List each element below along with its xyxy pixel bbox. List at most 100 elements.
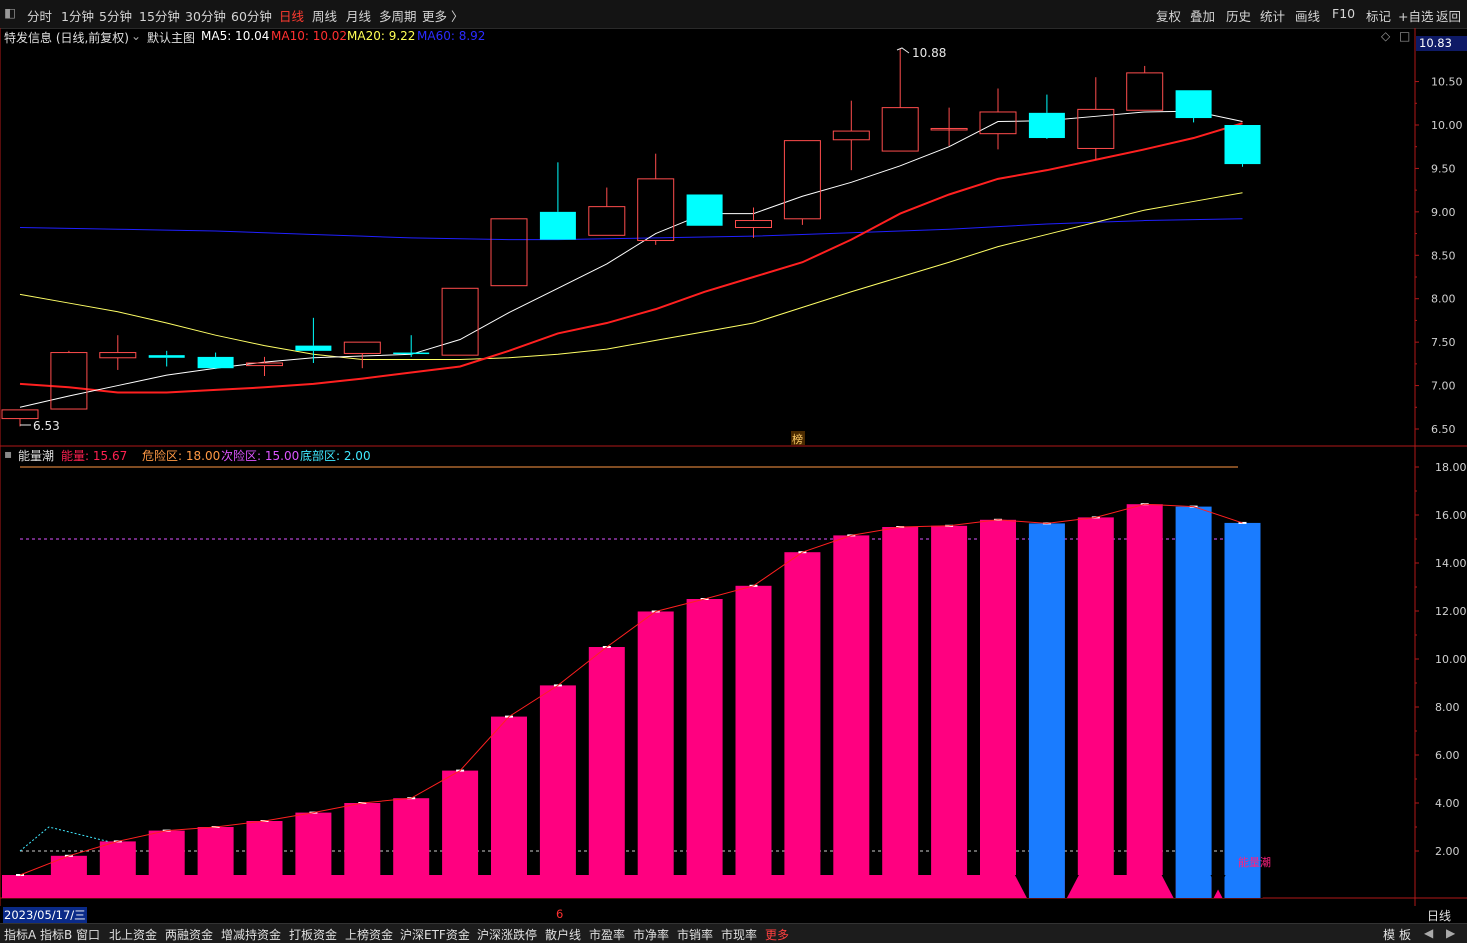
bang-marker-bg	[791, 431, 805, 445]
indicator-menu-icon[interactable]: ▪	[4, 447, 13, 461]
next-tab-icon[interactable]: ▶	[1446, 926, 1456, 940]
energy-bar	[148, 830, 185, 898]
energy-tag: 能量潮	[1238, 855, 1271, 869]
dropdown-icon[interactable]: ⌄	[131, 29, 142, 43]
board-button[interactable]: 板	[1399, 928, 1412, 942]
energy-panel: 18.00 16.00 14.00 12.00 10.00 8.00 6.00 4.00 2.0…	[2, 461, 1467, 898]
candle-body	[1175, 90, 1212, 119]
candle-body	[686, 194, 723, 226]
candle-body	[881, 107, 919, 152]
month-marker: 6	[556, 907, 564, 921]
theme-label[interactable]: 默认主图	[147, 31, 196, 45]
energy-bar	[588, 647, 625, 898]
toolbar-button-8[interactable]: 返回	[1436, 9, 1462, 24]
square-icon[interactable]: □	[1399, 29, 1411, 43]
energy-bar	[539, 685, 576, 898]
indicator-name[interactable]: 能量潮	[18, 449, 55, 463]
band-notch	[1260, 875, 1275, 898]
band-notch	[1161, 875, 1176, 898]
bottom-indicator-tabs: 指标A 指标B 窗口 北上资金 两融资金 增减持资金 打板资金 上榜资金 沪深ETF资金 沪深涨跌…	[0, 923, 1467, 943]
ma60-line	[19, 218, 1243, 241]
bottom-tab-8[interactable]: 沪深ETF资金	[400, 928, 470, 942]
current-price-tag: 10.83	[1416, 36, 1467, 51]
period-tab-8[interactable]: 月线	[346, 9, 372, 24]
period-label[interactable]: 日线	[1427, 909, 1452, 923]
toolbar-button-4[interactable]: 画线	[1295, 9, 1321, 24]
period-tab-10[interactable]: 更多 〉	[422, 9, 464, 24]
bottom-tab-10[interactable]: 散户线	[545, 928, 582, 942]
price-axis-label: 7.50	[1431, 336, 1456, 349]
period-tab-0[interactable]: 分时	[27, 9, 53, 24]
ma60-label: MA60: 8.92	[417, 29, 486, 43]
diamond-icon[interactable]: ◇	[1381, 29, 1391, 43]
energy-bar	[735, 585, 772, 898]
period-tab-1[interactable]: 1分钟	[61, 9, 94, 24]
bottom-tab-14[interactable]: 市现率	[721, 928, 758, 942]
toolbar-button-7[interactable]: +自选	[1398, 9, 1434, 24]
stock-label[interactable]: 特发信息 (日线,前复权)	[4, 31, 129, 45]
price-axis-label: 7.00	[1431, 380, 1456, 393]
period-tab-9[interactable]: 多周期	[379, 9, 417, 24]
date-bar: 2023/05/17/三 6	[0, 906, 1415, 923]
bottom-tab-5[interactable]: 增减持资金	[221, 928, 282, 942]
bottom-tab-4[interactable]: 两融资金	[165, 928, 214, 942]
template-button[interactable]: 模	[1383, 928, 1396, 942]
energy-bar	[882, 527, 919, 898]
period-toolbar: ◧ 分时 1分钟 5分钟 15分钟 30分钟 60分钟 日线 周线 月线 多周期 更多 〉 复权 叠加…	[0, 0, 1467, 29]
period-tab-4[interactable]: 30分钟	[185, 9, 226, 24]
bottom-tab-6[interactable]: 打板资金	[289, 928, 338, 942]
kline-chart[interactable]: 10.50 10.00 9.50 9.00 8.50 8.00 7.50 7.00 6.50 10…	[0, 28, 1467, 906]
period-tab-5[interactable]: 60分钟	[231, 9, 272, 24]
toolbar-button-1[interactable]: 叠加	[1190, 9, 1216, 24]
ma10-line	[19, 122, 1243, 394]
ma10-label: MA10: 10.02	[271, 29, 348, 43]
period-tab-2[interactable]: 5分钟	[99, 9, 132, 24]
sub-danger-value: 次险区: 15.00	[221, 449, 300, 463]
prev-tab-icon[interactable]: ◀	[1424, 926, 1434, 940]
bottom-tab-15[interactable]: 更多	[765, 928, 790, 942]
toolbar-button-3[interactable]: 统计	[1260, 9, 1286, 24]
period-tab-7[interactable]: 周线	[312, 9, 338, 24]
toolbar-button-6[interactable]: 标记	[1366, 9, 1392, 24]
ma20-label: MA20: 9.22	[347, 29, 416, 43]
toolbar-button-5[interactable]: F10	[1332, 6, 1356, 21]
high-price-label: 10.88	[912, 46, 946, 60]
period-tab-3[interactable]: 15分钟	[139, 9, 180, 24]
candle-body	[637, 178, 675, 242]
candle-body	[441, 287, 479, 356]
energy-axis-label: 16.00	[1435, 509, 1467, 522]
energy-bar	[833, 535, 870, 898]
candle-body	[783, 140, 821, 220]
date-label: 2023/05/17/三	[3, 907, 87, 923]
candle-body	[1, 409, 39, 420]
bottom-tab-3[interactable]: 北上资金	[109, 928, 158, 942]
bottom-tab-13[interactable]: 市销率	[677, 928, 714, 942]
candle-body	[979, 111, 1017, 135]
energy-bar	[784, 552, 821, 898]
toolbar-button-2[interactable]: 历史	[1226, 9, 1252, 24]
bottom-tab-12[interactable]: 市净率	[633, 928, 670, 942]
price-axis-label: 9.50	[1431, 162, 1456, 175]
bottom-tab-11[interactable]: 市盈率	[589, 928, 626, 942]
energy-axis-label: 10.00	[1435, 653, 1467, 666]
sub-info-bar: 能量潮 能量: 15.67 危险区: 18.00 次险区: 15.00 底部区:…	[0, 447, 1415, 463]
energy-bar	[686, 599, 723, 898]
bottom-tab-0[interactable]: 指标A	[4, 928, 37, 942]
high-pointer	[896, 47, 910, 54]
band-notch	[1014, 875, 1029, 898]
back-icon[interactable]: ◧	[4, 5, 16, 20]
bottom-tab-9[interactable]: 沪深涨跌停	[477, 928, 538, 942]
bottom-tab-7[interactable]: 上榜资金	[345, 928, 394, 942]
bang-marker: 榜	[792, 432, 803, 446]
candle-body	[393, 352, 430, 355]
energy-bar	[1028, 523, 1065, 898]
bottom-tab-2[interactable]: 窗口	[76, 928, 101, 942]
energy-bar	[295, 812, 332, 898]
energy-bar	[491, 716, 527, 898]
period-tab-6[interactable]: 日线	[279, 9, 305, 24]
energy-bar	[99, 841, 136, 898]
toolbar-button-0[interactable]: 复权	[1156, 9, 1182, 24]
energy-bar	[637, 611, 674, 898]
candle-body	[539, 211, 576, 240]
bottom-tab-1[interactable]: 指标B	[40, 928, 73, 942]
